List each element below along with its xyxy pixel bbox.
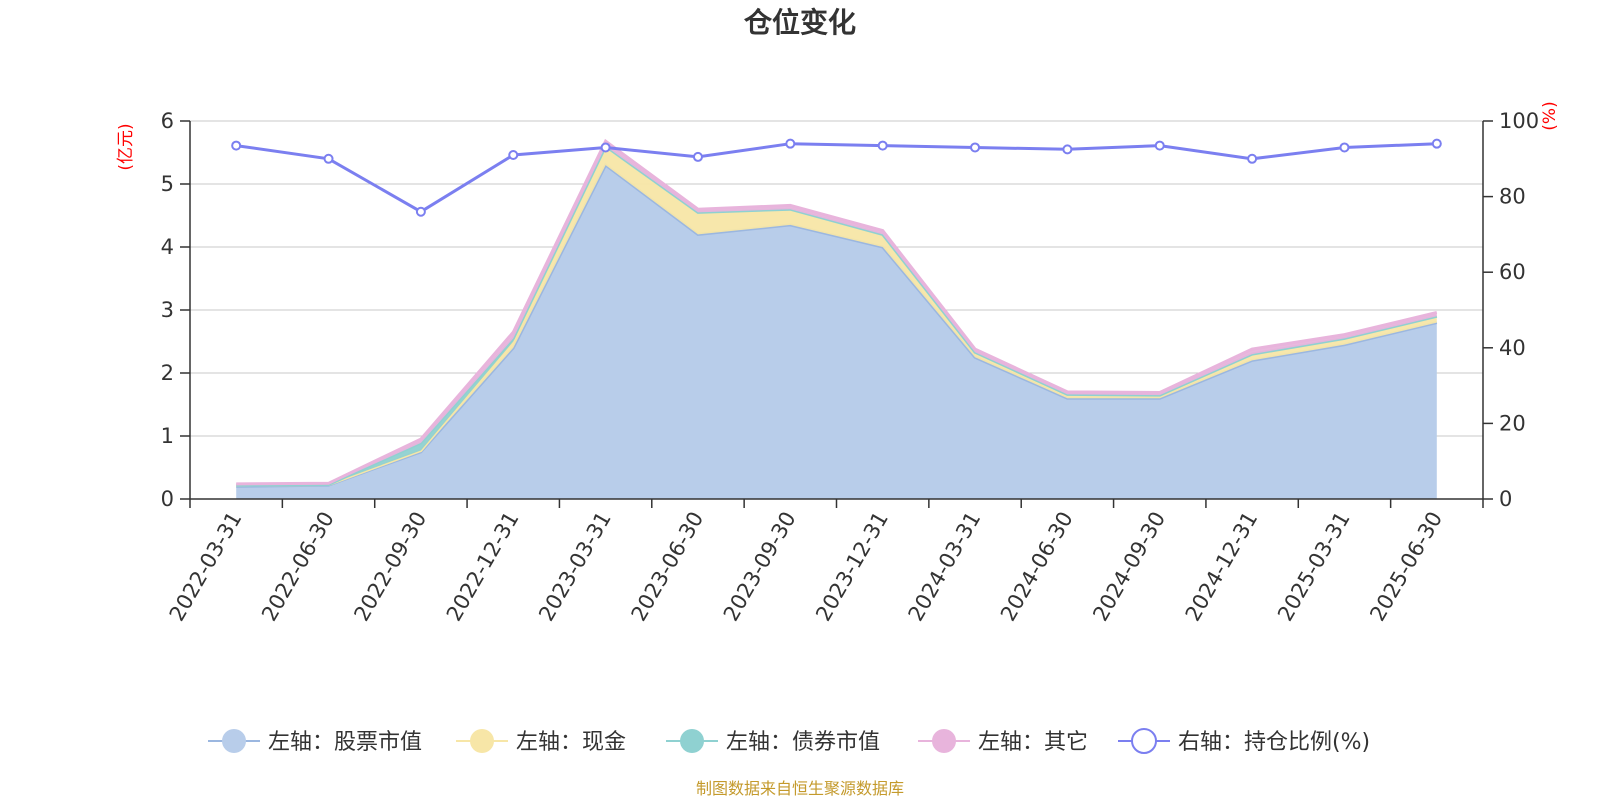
- legend-marker-symbol: [222, 729, 246, 753]
- legend-item-4: 右轴：持仓比例(%): [1118, 728, 1370, 755]
- stacked-areas: [236, 138, 1438, 499]
- x-tick-label: 2022-12-31: [442, 508, 524, 626]
- legend-item-1: 左轴：现金: [456, 729, 626, 755]
- legend-label: 左轴：现金: [516, 730, 626, 755]
- ratio-point: [415, 206, 426, 217]
- x-tick-label: 2022-03-31: [165, 508, 247, 626]
- x-tick-label: 2023-06-30: [626, 508, 708, 626]
- right-tick-label: 80: [1499, 185, 1526, 209]
- area-series-0: [236, 165, 1437, 499]
- legend-label: 左轴：其它: [978, 730, 1088, 755]
- x-tick-label: 2025-06-30: [1365, 508, 1447, 626]
- left-tick-label: 6: [161, 109, 174, 133]
- ratio-point: [1247, 153, 1258, 164]
- left-axis-unit: (亿元): [116, 123, 136, 170]
- legend-marker-symbol: [932, 729, 956, 753]
- x-tick-label: 2024-09-30: [1088, 508, 1170, 626]
- ratio-point: [231, 140, 242, 151]
- ratio-line-path: [235, 142, 1437, 214]
- x-tick-label: 2025-03-31: [1273, 508, 1355, 626]
- ratio-point: [1339, 142, 1350, 153]
- legend-marker-symbol: [1131, 728, 1157, 754]
- ratio-point: [970, 142, 981, 153]
- left-tick-label: 3: [161, 298, 174, 322]
- legend: 左轴：股票市值 左轴：现金 左轴：债券市值 左轴：其它 右轴：持仓比例(%): [208, 728, 1370, 755]
- legend-marker-symbol: [680, 729, 704, 753]
- left-tick-label: 2: [161, 361, 174, 385]
- legend-item-3: 左轴：其它: [918, 729, 1088, 755]
- ratio-point: [600, 142, 611, 153]
- ratio-point: [1062, 144, 1073, 155]
- ratio-point: [1154, 140, 1165, 151]
- ratio-point: [1431, 138, 1442, 149]
- x-tick-label: 2024-03-31: [904, 508, 986, 626]
- data-source-note: 制图数据来自恒生聚源数据库: [696, 779, 904, 798]
- legend-item-2: 左轴：债券市值: [666, 729, 880, 755]
- x-tick-label: 2024-06-30: [996, 508, 1078, 626]
- x-tick-label: 2024-12-31: [1181, 508, 1263, 626]
- legend-item-0: 左轴：股票市值: [208, 729, 422, 755]
- ratio-point: [508, 150, 519, 161]
- area-series-3-edge: [236, 138, 1438, 486]
- left-tick-label: 5: [161, 172, 174, 196]
- ratio-point: [692, 151, 703, 162]
- x-tick-label: 2023-09-30: [719, 508, 801, 626]
- ratio-point: [785, 138, 796, 149]
- ratio-point: [323, 153, 334, 164]
- ratio-point: [877, 140, 888, 151]
- legend-label: 左轴：债券市值: [726, 730, 880, 755]
- left-tick-label: 1: [161, 424, 174, 448]
- left-tick-label: 4: [161, 235, 174, 259]
- legend-label: 右轴：持仓比例(%): [1178, 730, 1370, 755]
- right-tick-label: 60: [1499, 260, 1526, 284]
- right-tick-label: 100: [1499, 109, 1539, 133]
- x-tick-label: 2023-03-31: [534, 508, 616, 626]
- x-tick-label: 2022-09-30: [349, 508, 431, 626]
- position-ratio-line: [231, 138, 1442, 217]
- right-tick-label: 40: [1499, 336, 1526, 360]
- legend-label: 左轴：股票市值: [268, 730, 422, 755]
- x-tick-label: 2023-12-31: [811, 508, 893, 626]
- right-tick-label: 20: [1499, 411, 1526, 435]
- right-tick-label: 0: [1499, 487, 1512, 511]
- left-tick-label: 0: [161, 487, 174, 511]
- chart-title: 仓位变化: [744, 6, 856, 39]
- x-tick-label: 2022-06-30: [257, 508, 339, 626]
- legend-marker-symbol: [470, 729, 494, 753]
- right-axis-unit: (%): [1540, 101, 1560, 130]
